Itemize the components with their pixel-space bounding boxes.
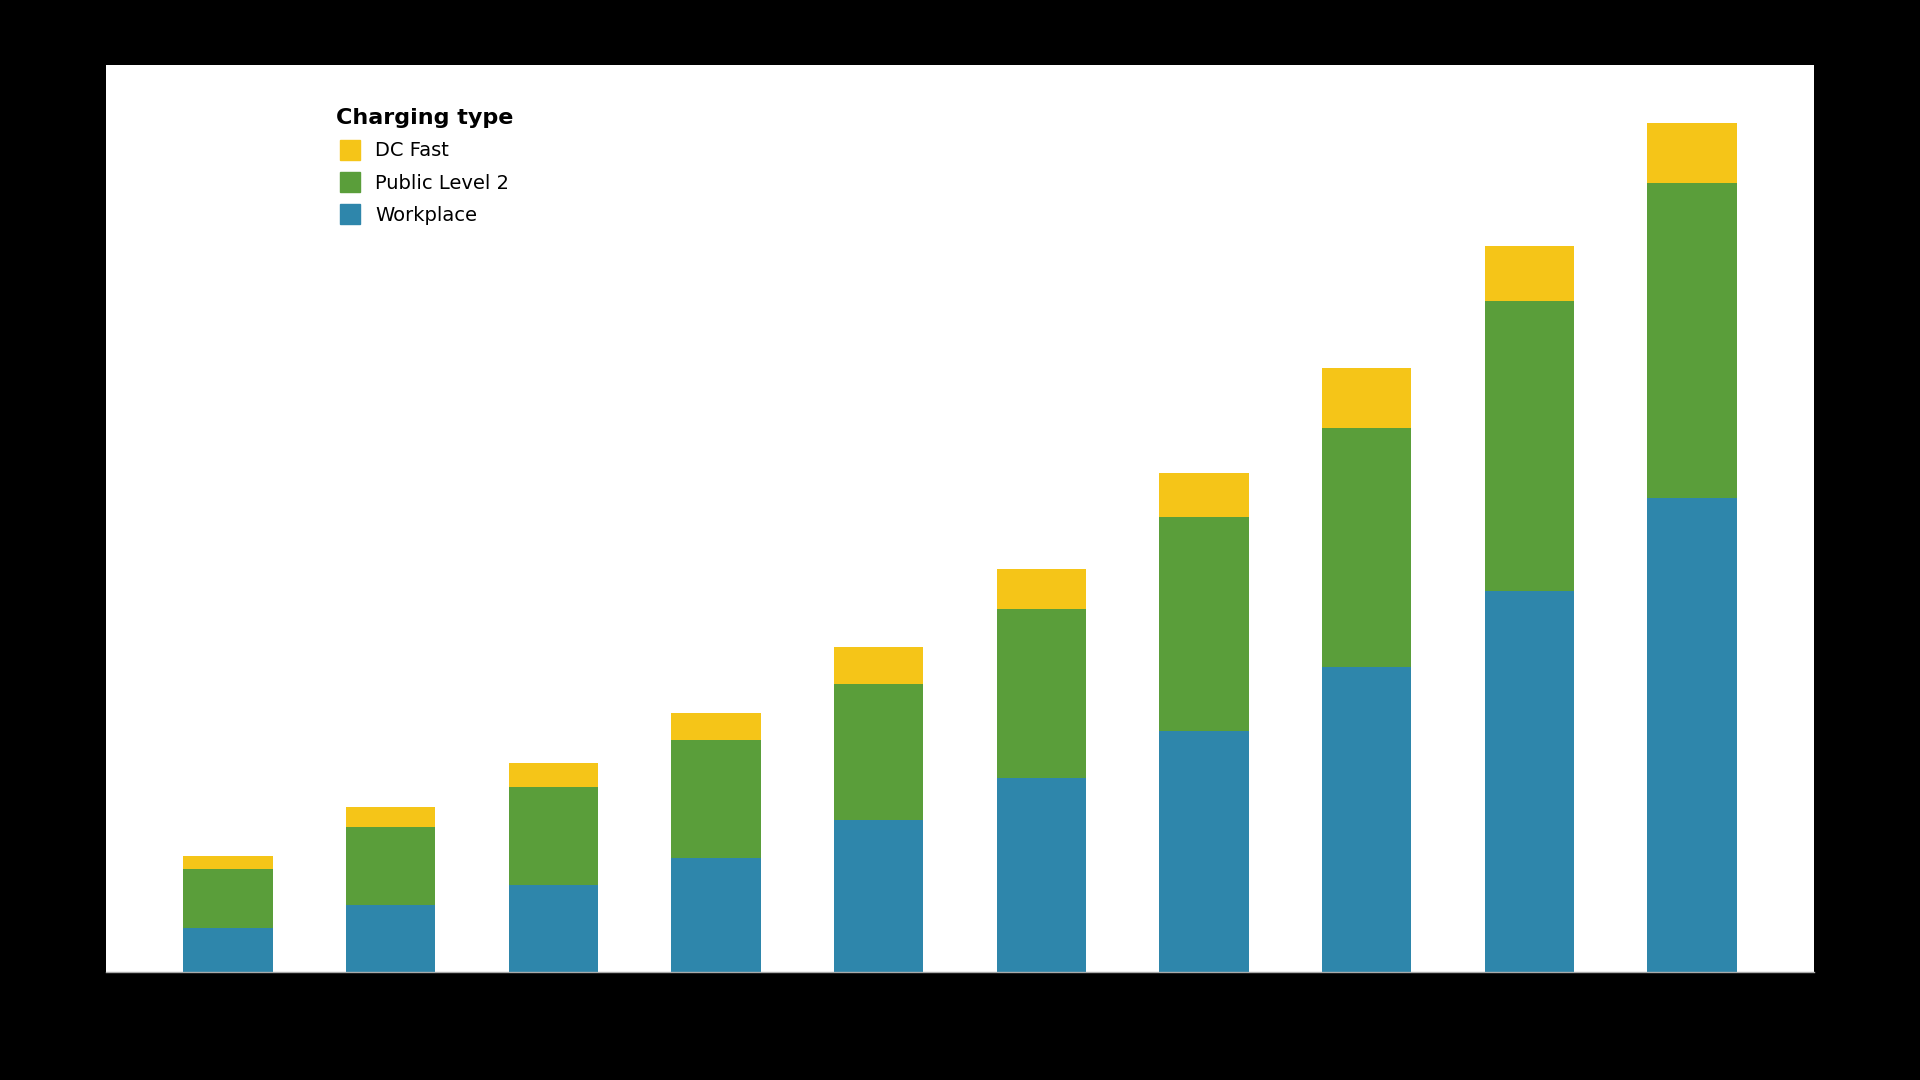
Bar	[1484, 246, 1574, 300]
Bar	[1647, 183, 1738, 499]
Bar	[996, 569, 1087, 609]
Bar	[509, 764, 597, 787]
Bar	[346, 827, 436, 905]
Bar	[672, 858, 760, 972]
Bar	[346, 807, 436, 827]
Bar	[672, 740, 760, 858]
Bar	[1484, 300, 1574, 591]
Bar	[833, 684, 924, 820]
Bar	[996, 609, 1087, 778]
Bar	[1484, 591, 1574, 972]
Bar	[1160, 731, 1248, 972]
Bar	[833, 820, 924, 972]
Y-axis label: Non-home chargers (thousands): Non-home chargers (thousands)	[6, 350, 25, 687]
Bar	[1323, 428, 1411, 667]
Bar	[182, 929, 273, 972]
Bar	[1323, 667, 1411, 972]
Bar	[1323, 368, 1411, 428]
Bar	[672, 713, 760, 740]
Bar	[182, 868, 273, 929]
Bar	[1647, 123, 1738, 183]
Bar	[833, 647, 924, 684]
Legend: DC Fast, Public Level 2, Workplace: DC Fast, Public Level 2, Workplace	[321, 93, 528, 241]
Bar	[1647, 499, 1738, 972]
Bar	[996, 778, 1087, 972]
Bar	[509, 885, 597, 972]
Bar	[1160, 516, 1248, 731]
Bar	[1160, 473, 1248, 516]
Bar	[509, 787, 597, 885]
Bar	[182, 855, 273, 868]
Bar	[346, 905, 436, 972]
